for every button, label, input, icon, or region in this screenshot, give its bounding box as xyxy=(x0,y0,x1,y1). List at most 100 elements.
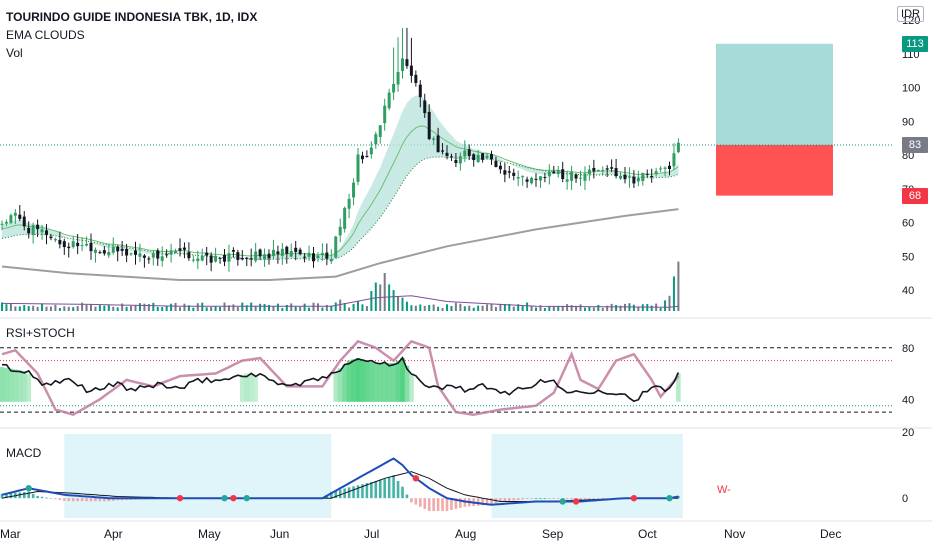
candle-body xyxy=(40,229,44,233)
time-tick-label: May xyxy=(198,527,221,541)
candle-body xyxy=(89,242,93,252)
volume-bar xyxy=(561,305,564,311)
time-tick-label: Oct xyxy=(638,527,657,541)
candle-body xyxy=(27,227,31,234)
macd-cross-dot xyxy=(230,494,237,502)
volume-bar xyxy=(18,306,21,311)
volume-bar xyxy=(650,305,653,311)
volume-bar xyxy=(254,305,257,311)
volume-bar xyxy=(619,305,622,311)
volume-bar xyxy=(597,304,600,311)
macd-histogram-bar xyxy=(427,498,431,512)
time-tick-label: Dec xyxy=(820,527,841,541)
macd-histogram-bar xyxy=(530,498,533,499)
volume-bar xyxy=(352,304,355,311)
volume-bar xyxy=(512,306,515,311)
macd-histogram-bar xyxy=(525,498,529,500)
candle-body xyxy=(632,176,636,184)
volume-bar xyxy=(161,307,164,311)
candle-body xyxy=(627,176,631,178)
candle-body xyxy=(147,258,151,260)
volume-bar xyxy=(303,303,306,311)
candle-body xyxy=(285,246,289,254)
candle-body xyxy=(67,246,71,249)
macd-label[interactable]: MACD xyxy=(6,446,42,460)
candle-body xyxy=(481,153,485,160)
indicator-volume[interactable]: Vol xyxy=(6,46,23,60)
macd-histogram-bar xyxy=(445,498,449,512)
candle-body xyxy=(645,173,649,175)
volume-ma-line xyxy=(1,295,679,308)
volume-bar xyxy=(5,304,8,311)
rsi-stoch-label[interactable]: RSI+STOCH xyxy=(6,326,75,340)
macd-histogram-bar xyxy=(441,498,444,512)
volume-bar xyxy=(36,306,39,311)
volume-bar xyxy=(130,305,133,311)
candle-body xyxy=(476,154,480,163)
volume-bar xyxy=(205,307,208,311)
candle-body xyxy=(423,100,427,114)
volume-bar xyxy=(98,305,101,311)
candle-body xyxy=(485,155,489,159)
volume-bar xyxy=(272,306,275,311)
volume-bar xyxy=(450,306,453,311)
candle-body xyxy=(254,251,258,261)
candle-body xyxy=(387,92,391,109)
volume-bar xyxy=(170,303,173,311)
macd-cross-dot xyxy=(176,494,184,502)
time-tick-label: Nov xyxy=(724,527,745,541)
rsi-strength-fill xyxy=(351,359,356,402)
indicator-ema-clouds[interactable]: EMA CLOUDS xyxy=(6,28,85,42)
candle-body xyxy=(276,251,280,255)
volume-bar xyxy=(405,301,408,311)
candle-body xyxy=(365,156,369,158)
macd-histogram-bar xyxy=(374,480,378,499)
volume-bar xyxy=(419,304,422,311)
macd-histogram-bar xyxy=(31,493,35,499)
candle-body xyxy=(414,74,418,83)
volume-bar xyxy=(134,305,137,311)
position-loss-zone xyxy=(716,145,833,196)
candle-body xyxy=(45,230,48,235)
candle-body xyxy=(289,250,293,257)
volume-bar xyxy=(606,305,609,311)
candle-body xyxy=(369,147,373,155)
volume-bar xyxy=(85,305,88,311)
macd-cross-dot xyxy=(25,485,32,492)
volume-bar xyxy=(72,307,75,311)
macd-histogram-bar xyxy=(490,498,493,505)
macd-histogram-bar xyxy=(556,498,560,499)
volume-bar xyxy=(138,303,141,311)
candle-body xyxy=(169,250,173,255)
candle-body xyxy=(13,212,17,216)
candle-body xyxy=(668,165,671,170)
rsi-strength-fill xyxy=(244,373,250,402)
macd-histogram-bar xyxy=(459,498,462,508)
macd-histogram-bar xyxy=(27,491,30,499)
volume-bar xyxy=(90,304,92,311)
volume-bar xyxy=(45,306,48,311)
price-tick-label: 50 xyxy=(902,251,914,263)
volume-bar xyxy=(459,303,462,311)
volume-bar xyxy=(454,302,457,311)
volume-bar xyxy=(1,302,3,311)
candle-body xyxy=(187,252,191,259)
macd-histogram-bar xyxy=(592,498,596,500)
candle-body xyxy=(436,135,440,153)
candle-body xyxy=(303,256,307,258)
volume-bar xyxy=(486,304,489,311)
volume-bar xyxy=(388,284,391,311)
volume-bar xyxy=(441,308,444,311)
volume-bar xyxy=(165,305,168,311)
candle-body xyxy=(196,258,200,262)
candle-body xyxy=(570,171,574,181)
macd-histogram-bar xyxy=(107,498,111,502)
candle-body xyxy=(610,167,614,169)
candle-body xyxy=(62,241,66,248)
macd-histogram-bar xyxy=(539,498,542,499)
price-tick-label: 90 xyxy=(902,116,914,128)
currency-badge[interactable]: IDR xyxy=(897,6,924,22)
candle-body xyxy=(676,142,680,153)
macd-tick-label: 20 xyxy=(902,427,914,439)
